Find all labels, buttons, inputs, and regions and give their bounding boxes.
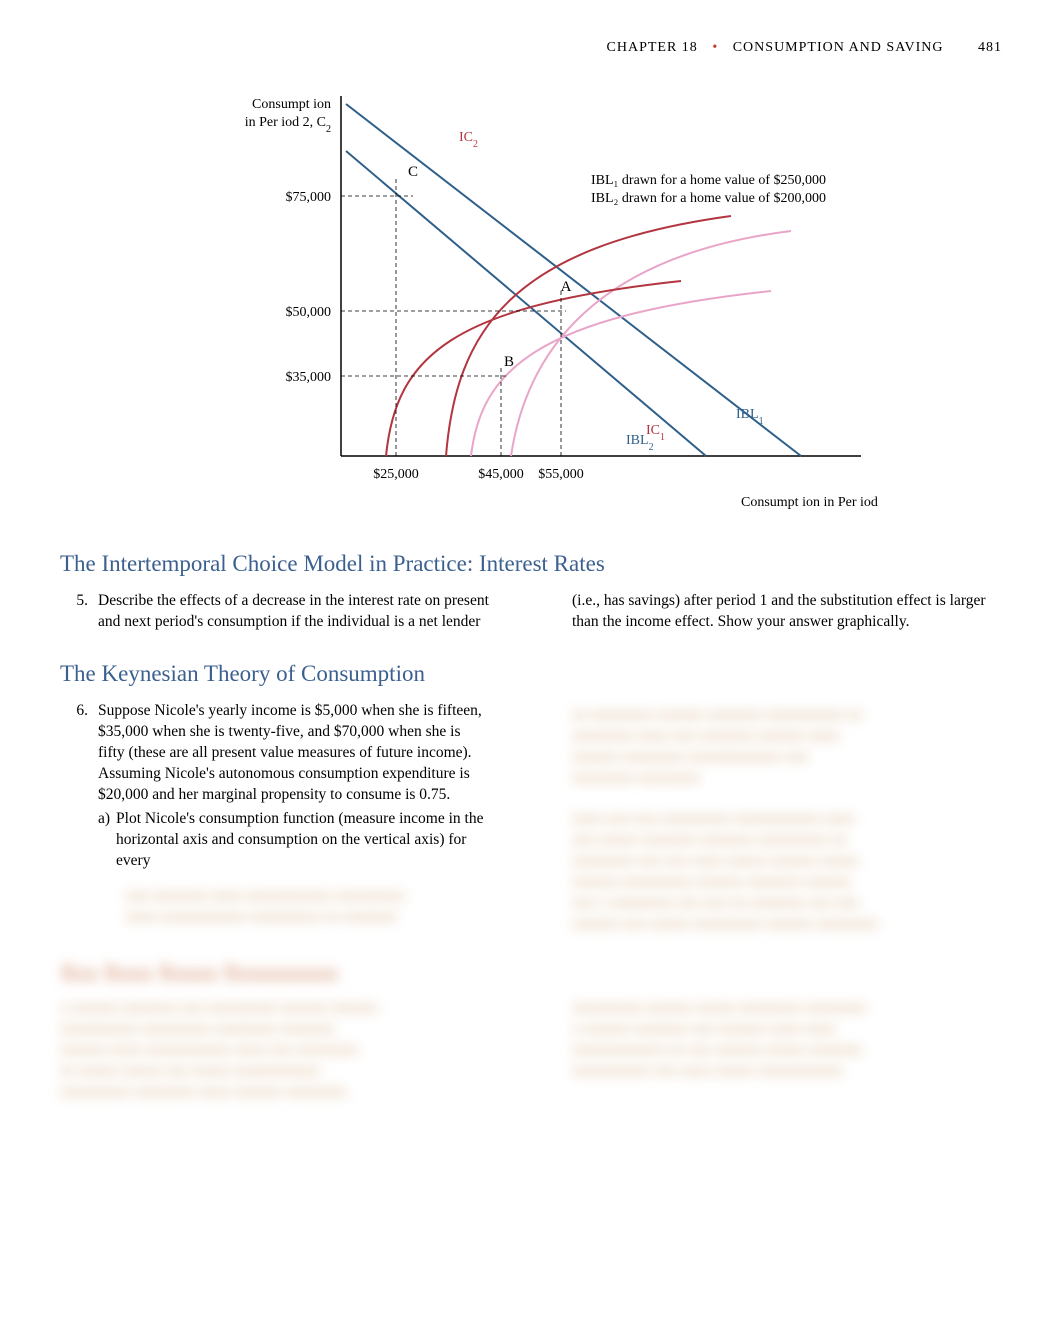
svg-text:$75,000: $75,000 bbox=[286, 190, 332, 205]
svg-text:B: B bbox=[504, 354, 514, 370]
q6a-number: a) bbox=[98, 809, 110, 872]
q6-text: Suppose Nicole's yearly income is $5,000… bbox=[98, 702, 482, 803]
svg-text:C: C bbox=[408, 164, 418, 180]
svg-text:IBL₁ drawn for a home value of: IBL₁ drawn for a home value of $250,000 bbox=[591, 173, 826, 188]
q6-number: 6. bbox=[60, 701, 88, 928]
intertemporal-chart: Consumpt ion in Per iod 2, C2 Consumpt ion… bbox=[181, 76, 881, 521]
blurred-heading: Xxx Xxxx Xxxxx Xxxxxxxxxx bbox=[60, 960, 1002, 986]
blurred-right: xxxxxxxxx xxxxxx xxxxx xxxxxxxx xxxxxxxx… bbox=[572, 998, 1002, 1103]
svg-text:in Per iod 2, C2: in Per iod 2, C2 bbox=[245, 115, 331, 135]
q5: 5. Describe the effects of a decrease in… bbox=[60, 591, 490, 633]
q6-body: Suppose Nicole's yearly income is $5,000… bbox=[98, 701, 490, 928]
svg-text:$35,000: $35,000 bbox=[286, 370, 332, 385]
svg-text:A: A bbox=[561, 279, 572, 295]
q5-body: Describe the effects of a decrease in th… bbox=[98, 591, 490, 633]
chapter-title: CONSUMPTION AND SAVING bbox=[733, 40, 944, 55]
svg-text:$50,000: $50,000 bbox=[286, 305, 332, 320]
blurred-left: x xxxxxx xxxxxxx xxx xxxxxxxxx xxxxxx xx… bbox=[60, 998, 490, 1103]
page-number: 481 bbox=[978, 40, 1002, 55]
q6-right-col: xx xxxxxxxx xxxxxx xxxxxxx xxxxxxxxxx xx… bbox=[572, 701, 1002, 938]
q6: 6. Suppose Nicole's yearly income is $5,… bbox=[60, 701, 490, 928]
q5-left-col: 5. Describe the effects of a decrease in… bbox=[60, 591, 490, 643]
svg-text:IBL1: IBL1 bbox=[736, 407, 764, 427]
svg-text:Consumpt ion: Consumpt ion bbox=[252, 97, 331, 112]
q5-columns: 5. Describe the effects of a decrease in… bbox=[60, 591, 1002, 643]
chapter-label: CHAPTER 18 bbox=[607, 40, 698, 55]
blurred-section-columns: x xxxxxx xxxxxxx xxx xxxxxxxxx xxxxxx xx… bbox=[60, 998, 1002, 1103]
blurred-content-2: xx xxxxxxxx xxxxxx xxxxxxx xxxxxxxxxx xx… bbox=[572, 705, 1002, 935]
q6-columns: 6. Suppose Nicole's yearly income is $5,… bbox=[60, 701, 1002, 938]
svg-text:IC1: IC1 bbox=[646, 423, 665, 443]
section-heading-interest-rates: The Intertemporal Choice Model in Practi… bbox=[60, 551, 1002, 577]
q6a: a) Plot Nicole's consumption function (m… bbox=[98, 809, 490, 872]
page-header: CHAPTER 18 • CONSUMPTION AND SAVING 481 bbox=[60, 40, 1002, 56]
svg-text:Consumpt ion in Per iod 1,: Consumpt ion in Per iod 1, C1 bbox=[741, 495, 881, 515]
blurred-content-1: xxx xxxxxxx xxxx xxxxxxxxxxx xxxxxxxxxxx… bbox=[126, 886, 490, 928]
q5-right-col: (i.e., has savings) after period 1 and t… bbox=[572, 591, 1002, 643]
svg-text:$25,000: $25,000 bbox=[373, 467, 419, 482]
svg-text:IBL₂ drawn for a home value of: IBL₂ drawn for a home value of $200,000 bbox=[591, 191, 826, 206]
chart-svg: Consumpt ion in Per iod 2, C2 Consumpt ion… bbox=[181, 76, 881, 516]
q5-number: 5. bbox=[60, 591, 88, 633]
q6-left-col: 6. Suppose Nicole's yearly income is $5,… bbox=[60, 701, 490, 938]
svg-text:$45,000: $45,000 bbox=[478, 467, 524, 482]
svg-text:$55,000: $55,000 bbox=[538, 467, 584, 482]
header-bullet: • bbox=[712, 40, 718, 55]
svg-text:IC2: IC2 bbox=[459, 130, 478, 150]
section-heading-keynesian: The Keynesian Theory of Consumption bbox=[60, 661, 1002, 687]
q6a-text: Plot Nicole's consumption function (meas… bbox=[116, 809, 490, 872]
